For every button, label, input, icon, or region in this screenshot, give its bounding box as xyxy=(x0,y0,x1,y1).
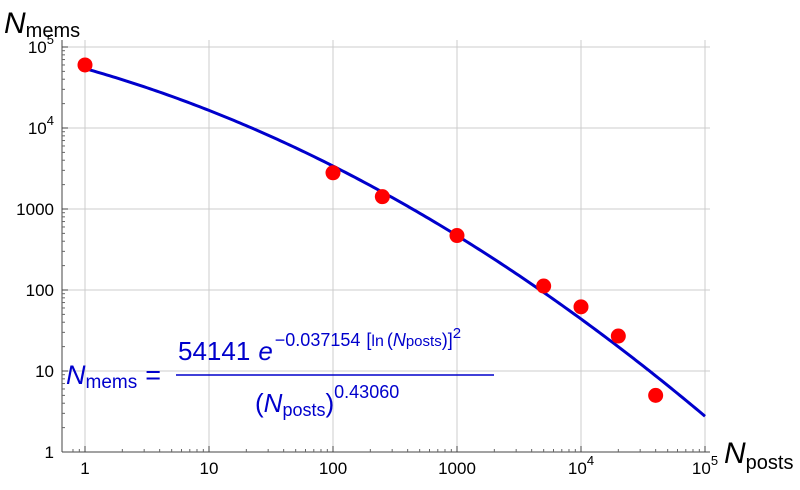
data-point xyxy=(573,299,589,315)
y-tick-label: 10 xyxy=(35,362,54,381)
y-tick-label: 1000 xyxy=(16,200,54,219)
formula-numerator: 54141 e −0.037154 [ln (Nposts)]2 xyxy=(178,325,461,366)
y-axis-title: Nmems xyxy=(4,7,80,42)
data-point xyxy=(536,278,552,294)
tick-labels: 1 10 100 1000 104 105 1 10 100 1000 104 105 xyxy=(16,32,718,478)
data-points xyxy=(77,57,664,403)
x-tick-label: 100 xyxy=(319,459,347,478)
y-tick-label: 104 xyxy=(28,113,54,138)
x-tick-label: 1000 xyxy=(438,459,476,478)
x-tick-label: 105 xyxy=(692,453,718,478)
data-point xyxy=(374,189,390,205)
fit-curve xyxy=(84,67,706,418)
x-tick-label: 1 xyxy=(80,459,89,478)
data-point xyxy=(77,57,93,73)
fit-formula: Nmems = 54141 e −0.037154 [ln (Nposts)]2 (Npo… xyxy=(66,325,494,420)
formula-denominator: (Nposts)0.43060 xyxy=(255,382,399,420)
x-axis-title: Nposts xyxy=(724,437,793,474)
y-tick-label: 105 xyxy=(28,32,54,57)
x-tick-label: 10 xyxy=(200,459,219,478)
y-tick-label: 1 xyxy=(45,443,54,462)
data-point xyxy=(648,387,664,403)
data-point xyxy=(610,328,626,344)
data-point xyxy=(449,228,465,244)
data-point xyxy=(325,165,341,181)
x-tick-label: 104 xyxy=(568,453,594,478)
ticks xyxy=(62,46,706,453)
y-tick-label: 100 xyxy=(26,281,54,300)
formula-lhs: Nmems = xyxy=(66,360,161,393)
